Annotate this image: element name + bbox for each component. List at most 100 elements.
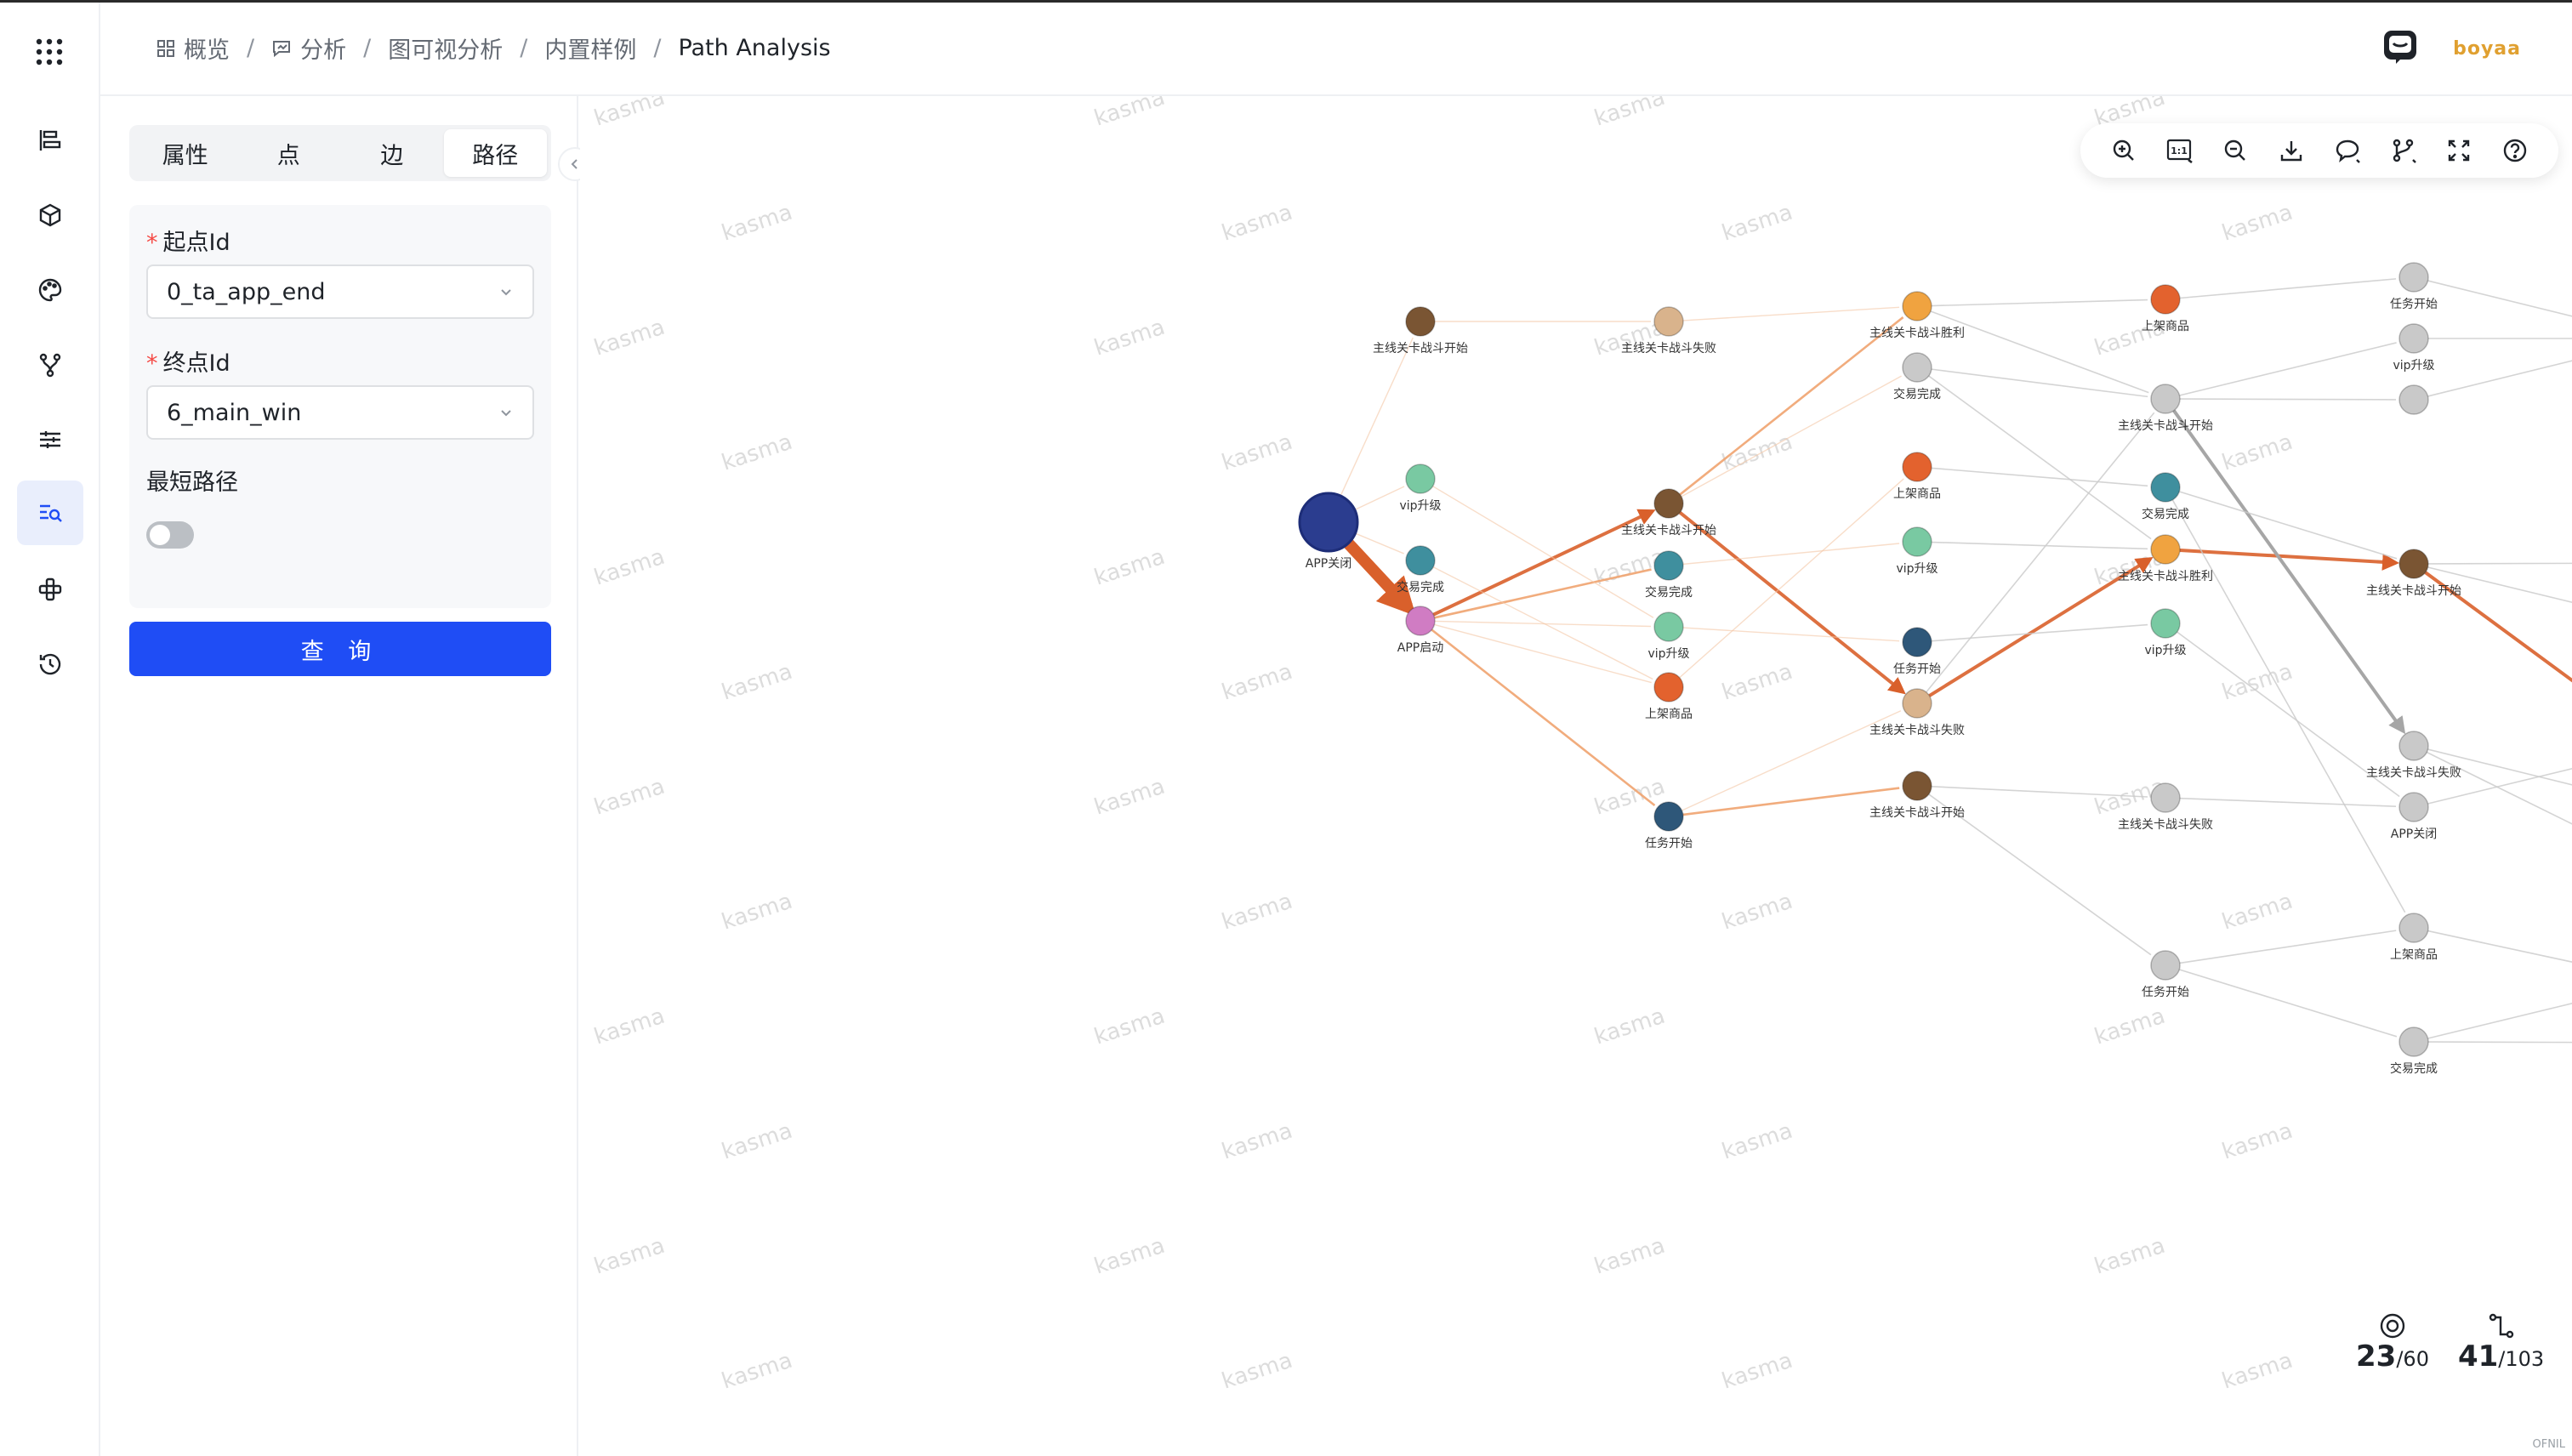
graph-node[interactable]: 主线关卡战斗失败 (2366, 731, 2461, 780)
graph-edge[interactable] (1928, 375, 2152, 540)
graph-canvas[interactable]: kasma kasma kasma kasma kasma kasma kasma kasma… (580, 96, 2572, 1456)
graph-node[interactable]: 交易完成 (1645, 550, 1693, 600)
graph-node-circle[interactable] (1298, 492, 1359, 553)
graph-edge[interactable] (1931, 541, 2148, 550)
graph-node[interactable]: vip升级 (1647, 611, 1690, 661)
query-button[interactable]: 查 询 (129, 622, 551, 676)
graph-node[interactable]: APP启动 (1397, 606, 1443, 655)
graph-node[interactable] (2398, 384, 2429, 415)
graph-node-circle[interactable] (1653, 550, 1684, 581)
tab-attributes[interactable]: 属性 (162, 142, 208, 169)
graph-node[interactable]: 主线关卡战斗胜利 (2118, 534, 2213, 583)
rail-item-path-analysis[interactable] (17, 481, 83, 545)
graph-edge[interactable] (1682, 306, 1900, 321)
branch-layout-button[interactable] (2385, 132, 2422, 169)
tab-edges[interactable]: 边 (380, 142, 404, 169)
graph-edge[interactable] (1354, 486, 1405, 511)
graph-edge[interactable] (1434, 623, 1652, 684)
graph-node[interactable]: 主线关卡战斗开始 (2366, 549, 2461, 598)
graph-edge[interactable] (1682, 543, 1900, 566)
graph-node[interactable]: APP关闭 (2391, 792, 2437, 841)
graph-node-circle[interactable] (2150, 284, 2181, 315)
graph-node[interactable]: 交易完成 (1397, 545, 1444, 594)
graph-node-circle[interactable] (2150, 950, 2181, 981)
rail-item-style[interactable] (17, 258, 83, 322)
graph-node-circle[interactable] (2398, 731, 2429, 761)
graph-node[interactable]: vip升级 (1896, 526, 1938, 576)
graph-node-circle[interactable] (2150, 782, 2181, 813)
breadcrumb-item-builtin-samples[interactable]: 内置样例 (544, 37, 637, 64)
graph-node-circle[interactable] (1902, 452, 1932, 482)
graph-edge[interactable] (1931, 786, 2148, 798)
graph-edge[interactable] (1340, 337, 1414, 497)
rail-item-filter[interactable] (17, 407, 83, 472)
graph-edge[interactable] (1931, 299, 2148, 307)
graph-edge[interactable] (1928, 556, 2154, 697)
graph-edge[interactable] (1931, 623, 2148, 642)
graph-node[interactable]: 上架商品 (2142, 284, 2189, 333)
graph-node-circle[interactable] (1653, 672, 1684, 702)
graph-edge[interactable] (2424, 571, 2572, 736)
graph-node[interactable]: 上架商品 (2390, 913, 2438, 962)
graph-edge[interactable] (2426, 751, 2572, 861)
graph-node[interactable]: 主线关卡战斗开始 (2118, 384, 2213, 433)
graph-node[interactable]: vip升级 (2144, 608, 2187, 657)
graph-node-circle[interactable] (1902, 291, 1932, 321)
graph-node[interactable]: 交易完成 (2142, 472, 2189, 521)
download-button[interactable] (2273, 132, 2310, 169)
graph-edge[interactable] (2179, 797, 2397, 808)
graph-node[interactable]: 主线关卡战斗失败 (1621, 306, 1716, 355)
help-button[interactable] (2496, 132, 2534, 169)
graph-node-circle[interactable] (1653, 801, 1684, 832)
graph-node[interactable]: APP关闭 (1298, 492, 1359, 571)
graph-node[interactable]: 主线关卡战斗胜利 (1869, 291, 1965, 340)
graph-edge[interactable] (1928, 793, 2152, 956)
graph-node-circle[interactable] (1902, 771, 1932, 801)
graph-node[interactable]: 主线关卡战斗开始 (1621, 488, 1716, 537)
graph-edge[interactable] (1682, 627, 1900, 642)
graph-node[interactable]: vip升级 (2393, 323, 2435, 373)
graph-node[interactable]: 上架商品 (1645, 672, 1693, 721)
graph-edge[interactable] (2172, 409, 2406, 735)
breadcrumb-item-overview[interactable]: 概览 (156, 31, 230, 65)
graph-edge[interactable] (2171, 499, 2406, 913)
graph-edge[interactable] (1931, 467, 2148, 487)
graph-edge[interactable] (2179, 969, 2398, 1038)
graph-edge[interactable] (1930, 310, 2149, 394)
tab-nodes[interactable]: 点 (276, 142, 300, 169)
fullscreen-button[interactable] (2440, 132, 2478, 169)
graph-edge[interactable] (2427, 925, 2572, 1039)
graph-edge[interactable] (1434, 620, 1652, 628)
graph-edge[interactable] (2427, 280, 2572, 334)
graph-edge[interactable] (1681, 375, 1902, 498)
graph-node[interactable]: 任务开始 (1645, 801, 1693, 850)
graph-node-circle[interactable] (2150, 472, 2181, 503)
graph-edge[interactable] (1679, 478, 1904, 679)
graph-edge[interactable] (2427, 1041, 2572, 1044)
graph-edge[interactable] (1682, 787, 1900, 816)
graph-edge[interactable] (2179, 398, 2397, 401)
zoom-out-button[interactable] (2216, 132, 2254, 169)
rail-item-cluster[interactable] (17, 557, 83, 622)
rail-item-history[interactable] (17, 632, 83, 697)
feedback-icon[interactable] (2381, 28, 2419, 69)
zoom-in-button[interactable] (2105, 132, 2142, 169)
graph-edge[interactable] (1926, 412, 2155, 693)
graph-node[interactable]: 任务开始 (2142, 950, 2189, 999)
graph-edge[interactable] (1355, 532, 1404, 555)
graph-node-circle[interactable] (1902, 526, 1932, 557)
tab-path[interactable]: 路径 (443, 129, 547, 177)
graph-edge[interactable] (1931, 368, 2148, 398)
graph-node-circle[interactable] (2398, 549, 2429, 579)
actual-size-button[interactable]: 1:1 (2161, 132, 2199, 169)
rail-item-layout[interactable] (17, 108, 83, 173)
graph-edge[interactable] (2179, 548, 2400, 571)
shortest-path-toggle[interactable] (146, 521, 194, 549)
graph-node-circle[interactable] (1405, 464, 1436, 494)
end-id-select[interactable]: 6_main_win (146, 385, 534, 440)
rail-item-schema[interactable] (17, 183, 83, 247)
graph-edge[interactable] (1434, 568, 1652, 619)
graph-node-circle[interactable] (2150, 608, 2181, 639)
graph-node-circle[interactable] (1653, 611, 1684, 642)
start-id-select[interactable]: 0_ta_app_end (146, 264, 534, 319)
